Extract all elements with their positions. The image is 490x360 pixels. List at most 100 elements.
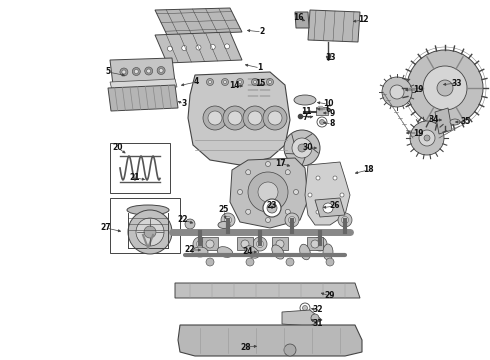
Circle shape xyxy=(317,117,327,127)
Circle shape xyxy=(209,81,212,84)
Polygon shape xyxy=(237,237,253,250)
Text: 22: 22 xyxy=(178,216,188,225)
Circle shape xyxy=(266,162,270,166)
Circle shape xyxy=(159,68,163,72)
Polygon shape xyxy=(248,75,258,100)
Text: 1: 1 xyxy=(257,63,263,72)
Circle shape xyxy=(285,170,290,175)
Circle shape xyxy=(300,303,310,313)
Text: 29: 29 xyxy=(325,292,335,301)
Text: 2: 2 xyxy=(259,27,265,36)
Polygon shape xyxy=(260,75,270,100)
Circle shape xyxy=(196,45,201,50)
Polygon shape xyxy=(202,237,218,250)
Polygon shape xyxy=(435,108,452,134)
Circle shape xyxy=(208,111,222,125)
Circle shape xyxy=(203,106,227,130)
Circle shape xyxy=(410,121,444,155)
Circle shape xyxy=(228,111,242,125)
Text: 23: 23 xyxy=(267,201,277,210)
Text: 25: 25 xyxy=(219,206,229,215)
Circle shape xyxy=(419,130,435,146)
Circle shape xyxy=(294,189,298,194)
Circle shape xyxy=(143,230,153,240)
Circle shape xyxy=(263,106,287,130)
Circle shape xyxy=(206,258,214,266)
Circle shape xyxy=(237,78,244,85)
Ellipse shape xyxy=(127,205,169,215)
Circle shape xyxy=(302,306,308,310)
Circle shape xyxy=(285,213,299,227)
Ellipse shape xyxy=(294,95,316,105)
Polygon shape xyxy=(315,198,345,217)
Circle shape xyxy=(423,66,467,110)
Text: 7: 7 xyxy=(302,113,308,122)
Text: 31: 31 xyxy=(313,319,323,328)
Circle shape xyxy=(284,130,320,166)
Circle shape xyxy=(266,217,270,222)
Circle shape xyxy=(132,68,140,76)
Circle shape xyxy=(267,203,277,213)
Circle shape xyxy=(437,80,453,96)
Text: 9: 9 xyxy=(329,108,335,117)
Circle shape xyxy=(316,176,320,180)
Text: 26: 26 xyxy=(330,202,340,211)
Circle shape xyxy=(196,240,203,248)
Polygon shape xyxy=(272,237,288,250)
Circle shape xyxy=(340,193,344,197)
Circle shape xyxy=(424,135,430,141)
Circle shape xyxy=(292,138,312,158)
Ellipse shape xyxy=(217,247,233,257)
Circle shape xyxy=(246,258,254,266)
Circle shape xyxy=(253,81,256,84)
Circle shape xyxy=(120,68,128,76)
Polygon shape xyxy=(230,158,308,228)
Circle shape xyxy=(239,81,242,84)
Circle shape xyxy=(326,258,334,266)
Polygon shape xyxy=(308,10,360,42)
Circle shape xyxy=(338,213,352,227)
Text: 27: 27 xyxy=(100,224,111,233)
Polygon shape xyxy=(305,162,350,225)
Circle shape xyxy=(206,78,214,85)
Circle shape xyxy=(298,144,306,152)
Circle shape xyxy=(248,111,262,125)
Ellipse shape xyxy=(218,221,230,229)
Text: 19: 19 xyxy=(413,129,423,138)
Text: 35: 35 xyxy=(461,117,471,126)
Circle shape xyxy=(157,67,165,75)
Text: 5: 5 xyxy=(105,68,111,77)
Polygon shape xyxy=(110,58,175,85)
Circle shape xyxy=(144,226,156,238)
Circle shape xyxy=(168,46,172,51)
Circle shape xyxy=(224,216,231,224)
Circle shape xyxy=(390,85,404,99)
Circle shape xyxy=(136,218,164,246)
Circle shape xyxy=(221,213,235,227)
Circle shape xyxy=(289,216,295,224)
Circle shape xyxy=(223,81,226,84)
Text: 15: 15 xyxy=(255,78,265,87)
Circle shape xyxy=(210,44,215,49)
Text: 8: 8 xyxy=(329,120,335,129)
Circle shape xyxy=(308,193,312,197)
Text: 34: 34 xyxy=(429,116,439,125)
Text: 16: 16 xyxy=(293,13,303,22)
Circle shape xyxy=(258,182,278,202)
Ellipse shape xyxy=(192,247,208,257)
Ellipse shape xyxy=(272,245,284,259)
Text: 19: 19 xyxy=(413,85,423,94)
Circle shape xyxy=(311,240,319,248)
Text: 4: 4 xyxy=(194,77,198,86)
Circle shape xyxy=(241,240,249,248)
Polygon shape xyxy=(282,310,322,326)
Text: 13: 13 xyxy=(325,53,335,62)
Circle shape xyxy=(251,78,259,85)
Polygon shape xyxy=(295,12,309,28)
Circle shape xyxy=(311,314,319,322)
Circle shape xyxy=(313,237,327,251)
Circle shape xyxy=(245,170,251,175)
Circle shape xyxy=(316,210,320,214)
Circle shape xyxy=(145,67,153,75)
Circle shape xyxy=(319,120,324,125)
